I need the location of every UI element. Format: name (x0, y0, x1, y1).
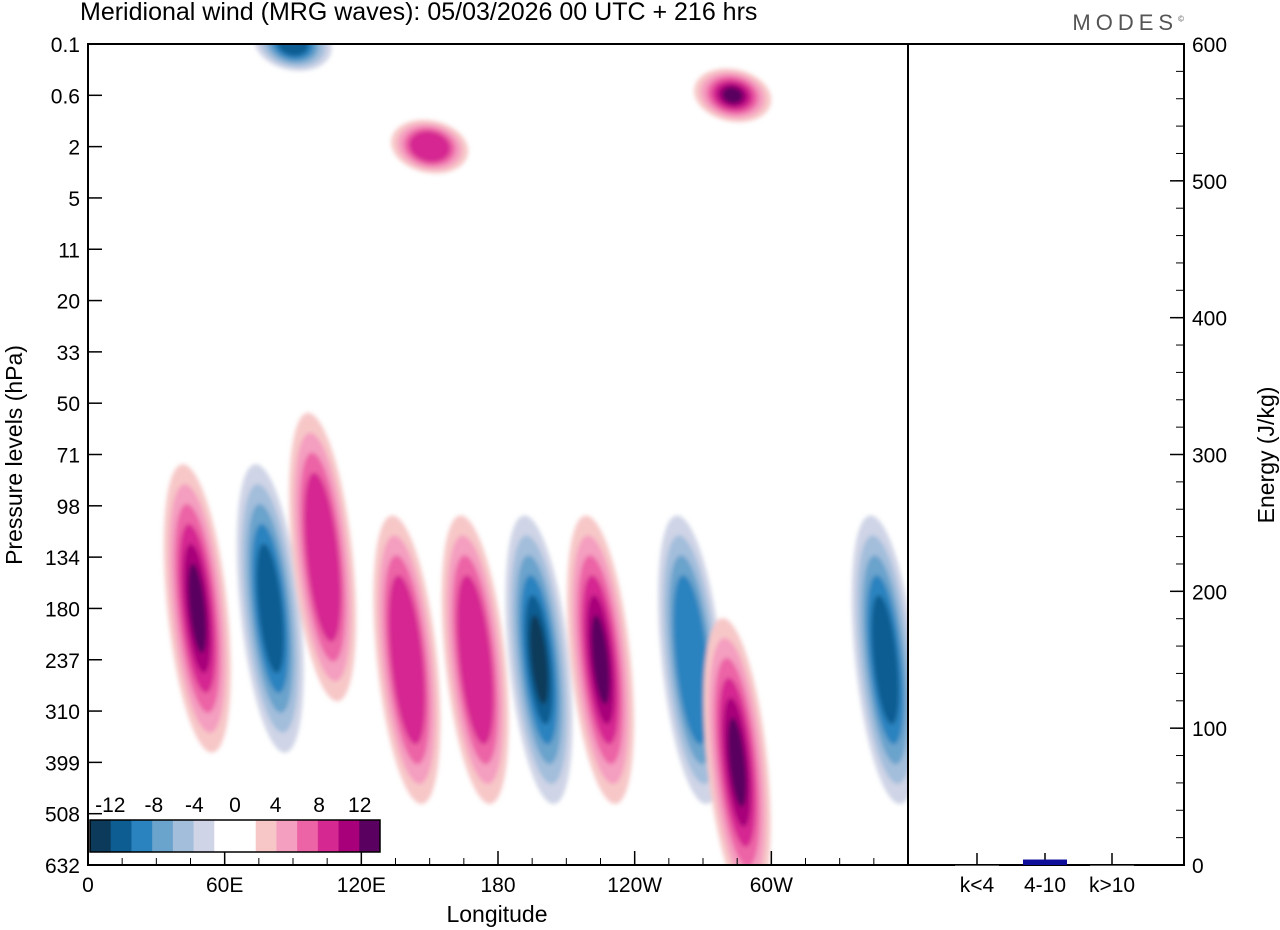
y-tick-label: 11 (58, 239, 80, 262)
y-tick-label: 5 (68, 188, 80, 211)
y-tick-label: 0.1 (51, 34, 80, 57)
energy-tick-label: 100 (1192, 718, 1227, 741)
contour-neg-1 (256, 543, 284, 674)
y-tick-label: 180 (45, 598, 80, 621)
energy-tick-label: 200 (1192, 581, 1227, 604)
y-tick-label: 20 (57, 291, 80, 314)
contour-pos-8 (727, 717, 747, 808)
contour-field (163, 44, 908, 865)
colorbar-swatch (172, 820, 195, 852)
colorbar-swatch (255, 820, 277, 852)
colorbar-label: -12 (95, 794, 125, 817)
colorbar-swatch (297, 820, 319, 852)
energy-axis: 0 100 200 300 400 500 600 (1170, 34, 1227, 878)
x-tick-label: 0 (82, 874, 94, 897)
energy-bar-k>10 (1090, 865, 1134, 866)
colorbar-label: 8 (313, 794, 325, 817)
y-axis-label: Pressure levels (hPa) (1, 345, 27, 565)
y-tick-label: 134 (45, 547, 80, 570)
colorbar-swatch (90, 820, 112, 852)
contour-pos-6 (591, 614, 610, 705)
y-axis: 0.1 0.6 2 5 11 20 33 50 71 98 134 180 237 310 399 508 63… (45, 34, 102, 878)
x-tick-label: 180 (480, 874, 515, 897)
x-tick-label: 120W (607, 874, 662, 897)
x-tick-label: 60W (750, 874, 793, 897)
contour-pos-2 (304, 472, 341, 642)
colorbar-label: -4 (185, 794, 204, 817)
colorbar-swatch (152, 820, 174, 852)
x-axis-label: Longitude (446, 901, 547, 927)
colorbar-label: 12 (348, 794, 371, 817)
colorbar-swatch (193, 820, 215, 852)
energy-cat-label: k<4 (960, 874, 995, 897)
energy-tick-label: 500 (1192, 171, 1227, 194)
colorbar-swatch (131, 820, 153, 852)
contour-neg-7 (673, 575, 710, 745)
contour-pos-11 (722, 87, 743, 104)
colorbar-swatch (359, 820, 381, 852)
x-tick-label: 60E (206, 874, 243, 897)
y-tick-label: 50 (57, 393, 80, 416)
colorbar-frame (89, 819, 381, 853)
energy-bar-4-10 (1023, 859, 1067, 865)
contour-neg-9 (871, 595, 899, 725)
y-tick-label: 2 (68, 137, 80, 160)
y-tick-label: 632 (45, 855, 80, 878)
y-tick-label: 71 (57, 445, 80, 468)
energy-bars: k<4 4-10 k>10 (955, 853, 1135, 897)
colorbar-swatch (214, 820, 236, 852)
colorbar-swatch (235, 820, 257, 852)
energy-cat-label: k>10 (1089, 874, 1135, 897)
y-tick-label: 508 (45, 804, 80, 827)
energy-tick-label: 0 (1192, 855, 1204, 878)
y-tick-label: 399 (45, 752, 80, 775)
energy-frame (907, 43, 1185, 866)
x-tick-label: 120E (337, 874, 386, 897)
colorbar: -12 -8 -4 0 4 8 12 (89, 794, 381, 853)
y-tick-label: 310 (45, 701, 80, 724)
contour-pos-4 (456, 575, 494, 745)
contour-neg-10 (277, 44, 309, 56)
contour-pos-12 (409, 131, 451, 163)
contour-neg-5 (529, 614, 549, 705)
colorbar-swatch (338, 820, 360, 852)
colorbar-swatch (317, 820, 340, 852)
x-axis: 0 60E 120E 180 120W 60W (82, 851, 909, 897)
y-tick-label: 33 (57, 342, 80, 365)
energy-axis-label: Energy (J/kg) (1253, 387, 1279, 524)
energy-cat-label: 4-10 (1024, 874, 1066, 897)
y-tick-label: 237 (45, 650, 80, 673)
y-tick-label: 0.6 (51, 85, 80, 108)
y-tick-label: 98 (57, 496, 80, 519)
brand-logo: MODES© (1072, 10, 1184, 35)
colorbar-label: 4 (270, 794, 282, 817)
energy-bar-k<4 (955, 865, 999, 866)
colorbar-label: 0 (229, 794, 241, 817)
contour-pos-0 (188, 563, 207, 654)
chart-title: Meridional wind (MRG waves): 05/03/2026 … (80, 0, 758, 26)
contour-pos-3 (388, 575, 426, 745)
energy-tick-label: 300 (1192, 445, 1227, 468)
energy-tick-label: 600 (1192, 34, 1227, 57)
colorbar-label: -8 (144, 794, 163, 817)
energy-tick-label: 400 (1192, 308, 1227, 331)
colorbar-swatch (276, 820, 298, 852)
colorbar-swatch (110, 820, 132, 852)
